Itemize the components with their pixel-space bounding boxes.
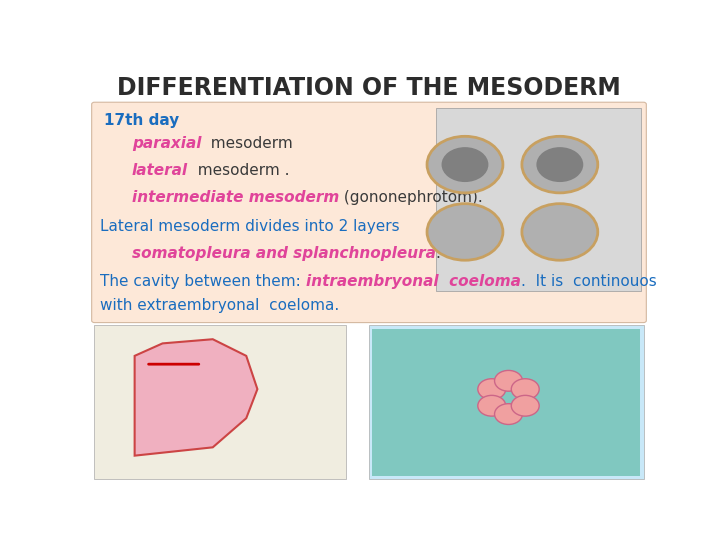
FancyBboxPatch shape bbox=[372, 329, 639, 476]
Text: mesoderm .: mesoderm . bbox=[188, 163, 289, 178]
FancyBboxPatch shape bbox=[94, 325, 346, 478]
Text: 17th day: 17th day bbox=[104, 113, 179, 129]
Circle shape bbox=[522, 204, 598, 260]
Circle shape bbox=[441, 147, 488, 182]
Text: paraxial: paraxial bbox=[132, 136, 202, 151]
Circle shape bbox=[495, 370, 523, 391]
Text: .  It is  continouos: . It is continouos bbox=[521, 274, 657, 288]
Text: .: . bbox=[436, 246, 441, 261]
Circle shape bbox=[495, 404, 523, 424]
Text: DIFFERENTIATION OF THE MESODERM: DIFFERENTIATION OF THE MESODERM bbox=[117, 76, 621, 100]
Circle shape bbox=[478, 395, 505, 416]
Text: intraembryonal  coeloma: intraembryonal coeloma bbox=[306, 274, 521, 288]
Circle shape bbox=[427, 136, 503, 193]
Text: intermediate mesoderm: intermediate mesoderm bbox=[132, 191, 339, 205]
Text: somatopleura and splanchnopleura: somatopleura and splanchnopleura bbox=[132, 246, 436, 261]
Polygon shape bbox=[135, 339, 258, 456]
Circle shape bbox=[427, 204, 503, 260]
Circle shape bbox=[511, 379, 539, 400]
Text: Lateral mesoderm divides into 2 layers: Lateral mesoderm divides into 2 layers bbox=[100, 219, 400, 234]
Text: (gononephrotom).: (gononephrotom). bbox=[339, 191, 483, 205]
Circle shape bbox=[522, 136, 598, 193]
Circle shape bbox=[511, 395, 539, 416]
FancyBboxPatch shape bbox=[436, 109, 642, 292]
FancyBboxPatch shape bbox=[369, 325, 644, 478]
FancyBboxPatch shape bbox=[91, 102, 647, 322]
Circle shape bbox=[478, 379, 505, 400]
Text: lateral: lateral bbox=[132, 163, 188, 178]
Text: The cavity between them:: The cavity between them: bbox=[100, 274, 306, 288]
Circle shape bbox=[536, 147, 583, 182]
Text: mesoderm: mesoderm bbox=[202, 136, 293, 151]
Text: with extraembryonal  coeloma.: with extraembryonal coeloma. bbox=[100, 299, 339, 313]
